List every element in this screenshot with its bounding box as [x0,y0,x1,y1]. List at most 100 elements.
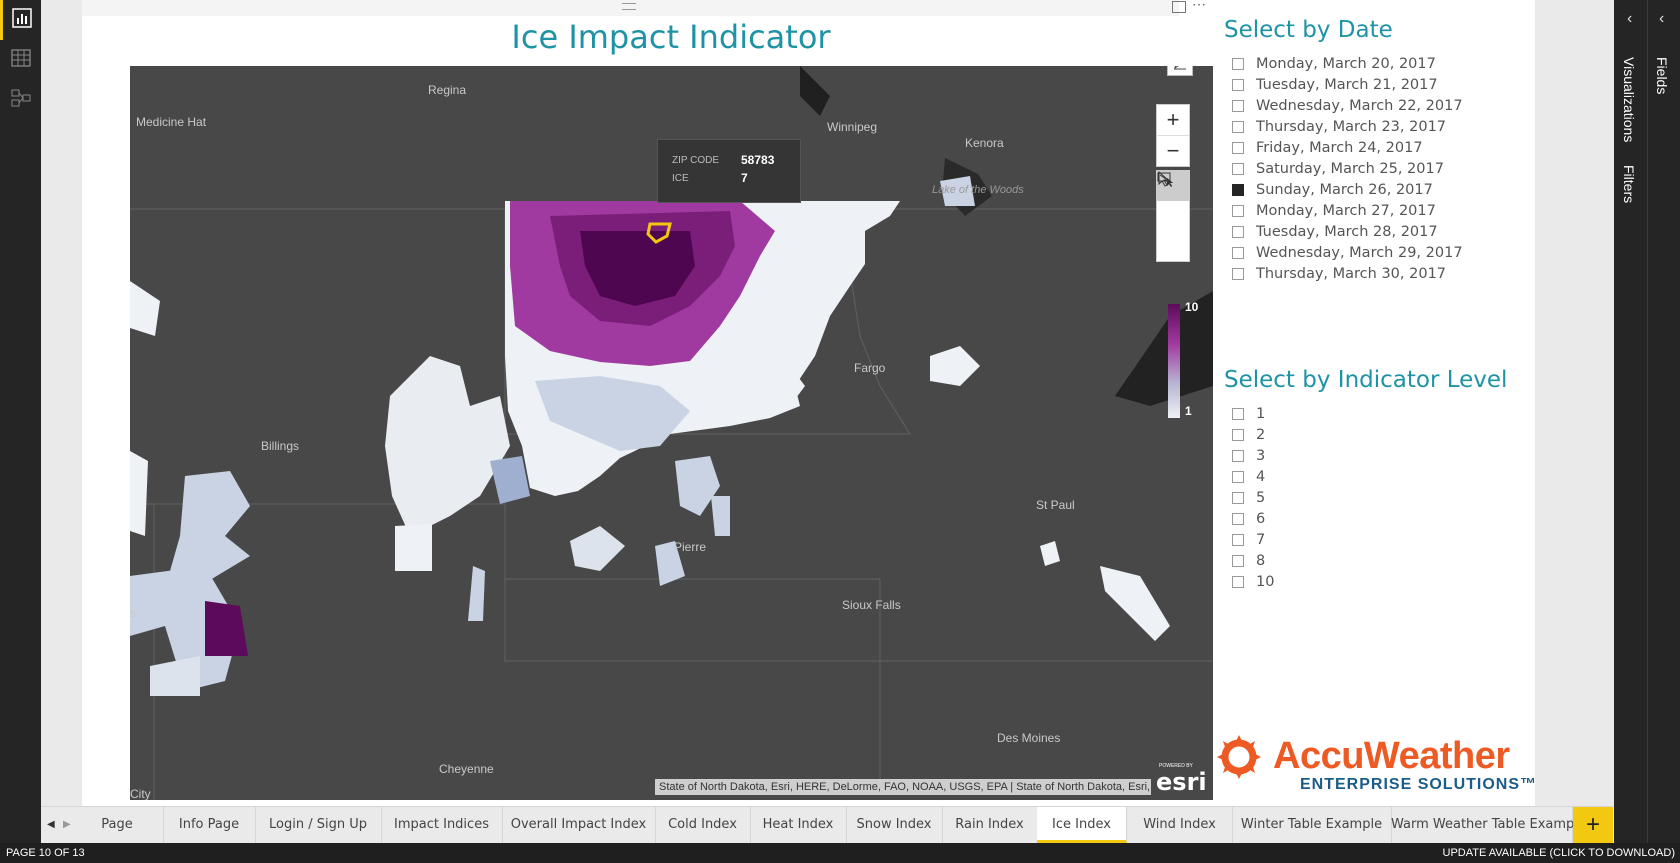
city-label: Kenora [965,136,1004,150]
data-view-button[interactable] [0,40,41,80]
page-tab[interactable]: Rain Index [942,807,1038,843]
checkbox[interactable] [1232,471,1244,483]
checkbox[interactable] [1232,205,1244,217]
city-label: Lake of the Woods [932,184,1024,196]
checkbox[interactable] [1232,121,1244,133]
level-slicer-title: Select by Indicator Level [1224,367,1508,393]
edit-map-button[interactable] [1167,66,1193,76]
slicer-option[interactable]: Saturday, March 25, 2017 [1232,159,1444,179]
city-label: Des Moines [997,731,1061,745]
page-tab[interactable]: Login / Sign Up [255,807,382,843]
option-label: 1 [1256,406,1266,422]
slicer-option[interactable]: Monday, March 27, 2017 [1232,201,1436,221]
ice-impact-map[interactable]: Regina Medicine Hat Winnipeg Kenora Lake… [130,66,1213,800]
slicer-option[interactable]: Monday, March 20, 2017 [1232,54,1436,74]
map-graphic [130,66,1213,800]
slicer-option[interactable]: 10 [1232,572,1274,592]
relationships-view-button[interactable] [0,80,41,120]
fields-pane-tab[interactable]: Fields [1654,57,1670,95]
drag-handle-icon[interactable] [622,3,636,10]
city-label: Medicine Hat [136,115,207,129]
option-label: 10 [1256,574,1275,590]
slicer-option[interactable]: 8 [1232,551,1265,571]
checkbox[interactable] [1232,142,1244,154]
checkbox[interactable] [1232,492,1244,504]
visualizations-pane-tab[interactable]: Visualizations [1621,57,1637,143]
page-tab[interactable]: Snow Index [846,807,943,843]
city-label: Fargo [854,361,886,375]
slicer-option[interactable]: Tuesday, March 21, 2017 [1232,75,1438,95]
checkbox[interactable] [1232,100,1244,112]
checkbox[interactable] [1232,534,1244,546]
more-options-icon[interactable]: ⋯ [1192,0,1206,12]
tab-scroll-left-icon[interactable]: ◀ [47,819,55,830]
page-tab[interactable]: Overall Impact Index [502,807,656,843]
slicer-option[interactable]: Thursday, March 23, 2017 [1232,117,1446,137]
option-label: Wednesday, March 22, 2017 [1256,98,1463,114]
slicer-option[interactable]: Sunday, March 26, 2017 [1232,180,1433,200]
tooltip-ice-label: ICE [672,173,689,184]
update-available-link[interactable]: UPDATE AVAILABLE (CLICK TO DOWNLOAD) [1442,847,1675,859]
page-tab[interactable]: Ice Index [1037,807,1127,843]
checkbox[interactable] [1232,450,1244,462]
option-label: Tuesday, March 28, 2017 [1256,224,1438,240]
checkbox[interactable] [1232,576,1244,588]
date-slicer-title: Select by Date [1224,17,1393,43]
focus-mode-icon[interactable] [1172,1,1186,13]
expand-visualizations-chevron-icon[interactable]: ‹ [1627,10,1633,27]
report-title: Ice Impact Indicator [511,18,831,56]
slicer-option[interactable]: Wednesday, March 29, 2017 [1232,243,1463,263]
slicer-option[interactable]: 3 [1232,446,1265,466]
tab-scroll-right-icon[interactable]: ▶ [63,819,71,830]
city-label: St Paul [1036,498,1075,512]
city-label: Regina [428,83,467,97]
page-tab[interactable]: Impact Indices [381,807,503,843]
checkbox[interactable] [1232,429,1244,441]
right-pane-rail: ‹ ‹ Visualizations Filters Fields [1614,0,1680,843]
checkbox[interactable] [1232,408,1244,420]
report-view-button[interactable] [0,0,41,40]
legend-max-label: 10 [1185,300,1199,314]
city-label: Pierre [674,540,707,554]
checkbox[interactable] [1232,226,1244,238]
filters-pane-tab[interactable]: Filters [1621,165,1637,204]
map-tooltip: ZIP CODE 58783 ICE 7 [657,139,801,203]
page-tab[interactable]: Info Page [163,807,256,843]
page-tab[interactable]: Heat Index [750,807,847,843]
slicer-option[interactable]: Wednesday, March 22, 2017 [1232,96,1463,116]
checkbox[interactable] [1232,268,1244,280]
expand-fields-chevron-icon[interactable]: ‹ [1659,10,1665,27]
page-tab[interactable]: Wind Index [1127,807,1233,843]
zoom-in-button[interactable]: + [1157,105,1189,136]
accuweather-subtitle: ENTERPRISE SOLUTIONS™ [1300,776,1538,793]
checkbox[interactable] [1232,58,1244,70]
slicer-option[interactable]: 6 [1232,509,1265,529]
page-tabs-bar: ◀ ▶ Page Info Page Login / Sign Up Impact I… [41,806,1614,843]
rectangle-select-button[interactable] [1157,172,1189,231]
slicer-option[interactable]: 2 [1232,425,1265,445]
slicer-option[interactable]: 7 [1232,530,1265,550]
slicer-option[interactable]: Tuesday, March 28, 2017 [1232,222,1438,242]
checkbox[interactable] [1232,247,1244,259]
slicer-option[interactable]: 1 [1232,404,1265,424]
option-label: 2 [1256,427,1266,443]
slicer-option[interactable]: Friday, March 24, 2017 [1232,138,1423,158]
slicer-option[interactable]: 4 [1232,467,1265,487]
checkbox[interactable] [1232,513,1244,525]
add-page-button[interactable]: + [1573,807,1613,843]
page-tab[interactable]: Cold Index [655,807,751,843]
zoom-out-button[interactable]: − [1166,138,1180,163]
page-tab[interactable]: Winter Table Example [1232,807,1392,843]
lasso-select-button[interactable] [1157,172,1189,261]
checkbox[interactable] [1232,184,1244,196]
tooltip-zip-value: 58783 [741,153,775,167]
checkbox[interactable] [1232,555,1244,567]
checkbox[interactable] [1232,163,1244,175]
page-tab[interactable]: Page [71,807,164,843]
option-label: Monday, March 27, 2017 [1256,203,1436,219]
pane-divider [1647,0,1648,843]
checkbox[interactable] [1232,79,1244,91]
slicer-option[interactable]: 5 [1232,488,1265,508]
page-tab[interactable]: Warm Weather Table Example [1391,807,1586,843]
slicer-option[interactable]: Thursday, March 30, 2017 [1232,264,1446,284]
